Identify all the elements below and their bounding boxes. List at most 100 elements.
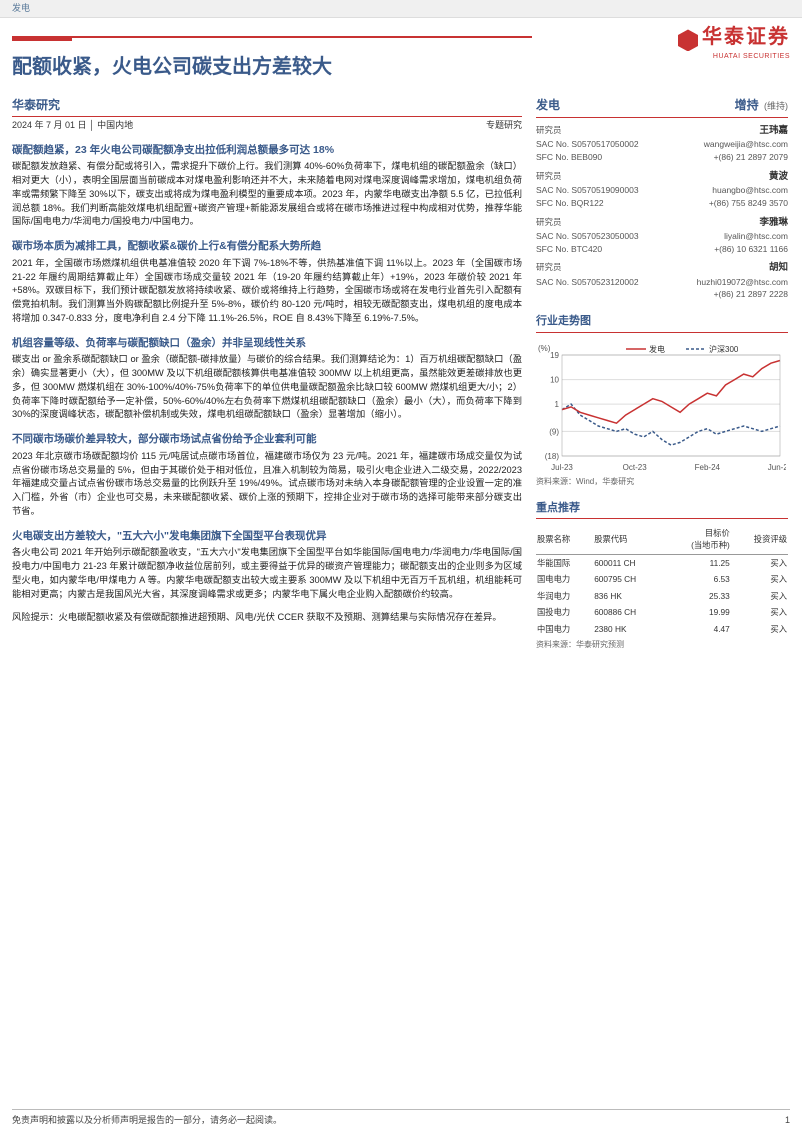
reco-row: 中国电力2380 HK4.47买入 [536,621,788,637]
analyst-block: 研究员黄波SAC No. S0570519090003huangbo@htsc.… [536,170,788,210]
reco-cell: 11.25 [665,554,731,571]
analyst-sac: SAC No. S0570523050003 [536,230,639,243]
reco-cell: 中国电力 [536,621,593,637]
analyst-sac: SAC No. S0570517050002 [536,138,639,151]
research-brand: 华泰研究 [12,96,522,117]
main-column: 华泰研究 2024 年 7 月 01 日 │ 中国内地 专题研究 碳配额趋紧，2… [12,96,522,651]
chart-svg: 19 10 1 (9) (18) (%) Jul-23 Oct-23 Feb-24 Jun-24 发… [536,339,786,474]
reco-cell: 买入 [731,554,788,571]
section-title: 不同碳市场碳价差异较大，部分碳市场试点省份给予企业套利可能 [12,432,522,448]
reco-col-header: 股票名称 [536,525,593,554]
svg-text:发电: 发电 [649,344,665,354]
sector-name: 发电 [536,96,560,114]
analyst-name: 李雅琳 [759,216,788,230]
svg-text:(18): (18) [545,452,560,461]
svg-text:沪深300: 沪深300 [709,344,739,354]
analyst-block: 研究员 李雅琳 SAC No. S0570523050003 liyalin@htsc… [536,216,788,256]
svg-text:Jul-23: Jul-23 [551,463,573,472]
header: 华泰证券 HUATAI SECURITIES 配额收紧，火电公司碳支出方差较大 [0,18,802,96]
reco-table: 股票名称股票代码目标价(当地币种)投资评级 华能国际600011 CH11.25… [536,525,788,637]
svg-text:Feb-24: Feb-24 [695,463,721,472]
analyst-sac: SAC No. S0570523120002 [536,276,639,289]
section-title: 火电碳支出方差较大，"五大六小"发电集团旗下全国型平台表现优异 [12,529,522,545]
reco-cell: 19.99 [665,604,731,620]
reco-cell: 25.33 [665,588,731,604]
analyst-name: 王玮嘉 [759,124,788,138]
reco-cell: 2380 HK [593,621,664,637]
svg-text:19: 19 [550,351,559,360]
footer: 免责声明和披露以及分析师声明是报告的一部分，请务必一起阅读。 1 [12,1109,790,1128]
reco-cell: 836 HK [593,588,664,604]
reco-row: 华能国际600011 CH11.25买入 [536,554,788,571]
reco-col-header: 股票代码 [593,525,664,554]
rating-header: 发电 增持 (维持) [536,96,788,118]
section-body: 2023 年北京碳市场碳配额均价 115 元/吨居试点碳市场首位，福建碳市场仅为… [12,450,522,519]
report-title: 配额收紧，火电公司碳支出方差较大 [12,52,332,82]
section-body: 2021 年，全国碳市场燃煤机组供电基准值较 2020 年下调 7%-18%不等… [12,257,522,326]
reco-row: 国投电力600886 CH19.99买入 [536,604,788,620]
analyst-email: huzhi019072@htsc.com [697,276,788,289]
reco-col-header: 目标价(当地币种) [665,525,731,554]
reco-cell: 华能国际 [536,554,593,571]
section-body: 碳配额发放趋紧、有偿分配或将引入，需求提升下碳价上行。我们测算 40%-60%负… [12,160,522,229]
analyst-title: 研究员 [536,216,562,230]
risk-note: 风险提示：火电碳配额收紧及有偿碳配额推进超预期、风电/光伏 CCER 获取不及预… [12,611,522,625]
analyst-name: 黄波 [769,170,788,184]
reco-cell: 4.47 [665,621,731,637]
analyst-sfc: SFC No. BQR122 [536,197,604,210]
svg-text:Oct-23: Oct-23 [623,463,648,472]
category-label: 发电 [12,3,30,13]
analyst-email: huangbo@htsc.com [712,184,788,197]
analyst-title: 研究员 [536,261,562,275]
analyst-phone: +(86) 21 2897 2079 [714,151,788,164]
reco-cell: 买入 [731,604,788,620]
logo-en: HUATAI SECURITIES [678,52,790,63]
trend-chart: 19 10 1 (9) (18) (%) Jul-23 Oct-23 Feb-24 Jun-24 发… [536,339,786,474]
page-number: 1 [785,1114,790,1128]
logo-hex-icon [678,29,698,51]
svg-text:(9): (9) [549,427,559,436]
section-title: 碳配额趋紧，23 年火电公司碳配额净支出拉低利润总额最多可达 18% [12,143,522,159]
reco-cell: 买入 [731,621,788,637]
section-title: 机组容量等级、负荷率与碳配额缺口（盈余）并非呈现线性关系 [12,336,522,352]
reco-cell: 买入 [731,571,788,587]
reco-cell: 6.53 [665,571,731,587]
reco-cell: 600011 CH [593,554,664,571]
rating-maintain: (维持) [764,101,788,111]
reco-cell: 600886 CH [593,604,664,620]
accent-block [12,36,72,41]
reco-row: 国电电力600795 CH6.53买入 [536,571,788,587]
analyst-sfc: SFC No. BEB090 [536,151,602,164]
rating-value: 增持 [735,98,759,112]
section-body: 碳支出 or 盈余系碳配额缺口 or 盈余（碳配额-碳排放量）与碳价的综合结果。… [12,353,522,422]
disclaimer: 免责声明和披露以及分析师声明是报告的一部分，请务必一起阅读。 [12,1114,282,1128]
chart-heading: 行业走势图 [536,313,788,333]
analyst-phone: +(86) 10 6321 1166 [714,243,788,256]
reco-cell: 600795 CH [593,571,664,587]
brand-logo: 华泰证券 HUATAI SECURITIES [678,22,790,63]
reco-cell: 国电电力 [536,571,593,587]
svg-text:10: 10 [550,375,559,384]
report-type: 专题研究 [486,119,522,133]
sidebar: 发电 增持 (维持) 研究员 王玮嘉 SAC No. S0570517050002 w… [536,96,788,651]
reco-cell: 买入 [731,588,788,604]
top-category-bar: 发电 [0,0,802,18]
reco-col-header: 投资评级 [731,525,788,554]
reco-cell: 华润电力 [536,588,593,604]
analyst-email: wangweijia@htsc.com [704,138,788,151]
analyst-phone: +(86) 21 2897 2228 [714,288,788,301]
logo-cn: 华泰证券 [702,26,790,48]
reco-source: 资料来源：华泰研究预测 [536,639,788,651]
accent-line [12,36,532,38]
analyst-sfc: SFC No. BTC420 [536,243,602,256]
date-line: 2024 年 7 月 01 日 │ 中国内地 专题研究 [12,119,522,133]
svg-text:(%): (%) [538,344,551,353]
svg-text:1: 1 [555,400,560,409]
analyst-sac: SAC No. S0570519090003 [536,184,639,197]
reco-cell: 国投电力 [536,604,593,620]
svg-text:Jun-24: Jun-24 [768,463,786,472]
reco-row: 华润电力836 HK25.33买入 [536,588,788,604]
analyst-email: liyalin@htsc.com [724,230,788,243]
chart-source: 资料来源：Wind，华泰研究 [536,476,788,488]
date-location: 2024 年 7 月 01 日 │ 中国内地 [12,119,133,133]
